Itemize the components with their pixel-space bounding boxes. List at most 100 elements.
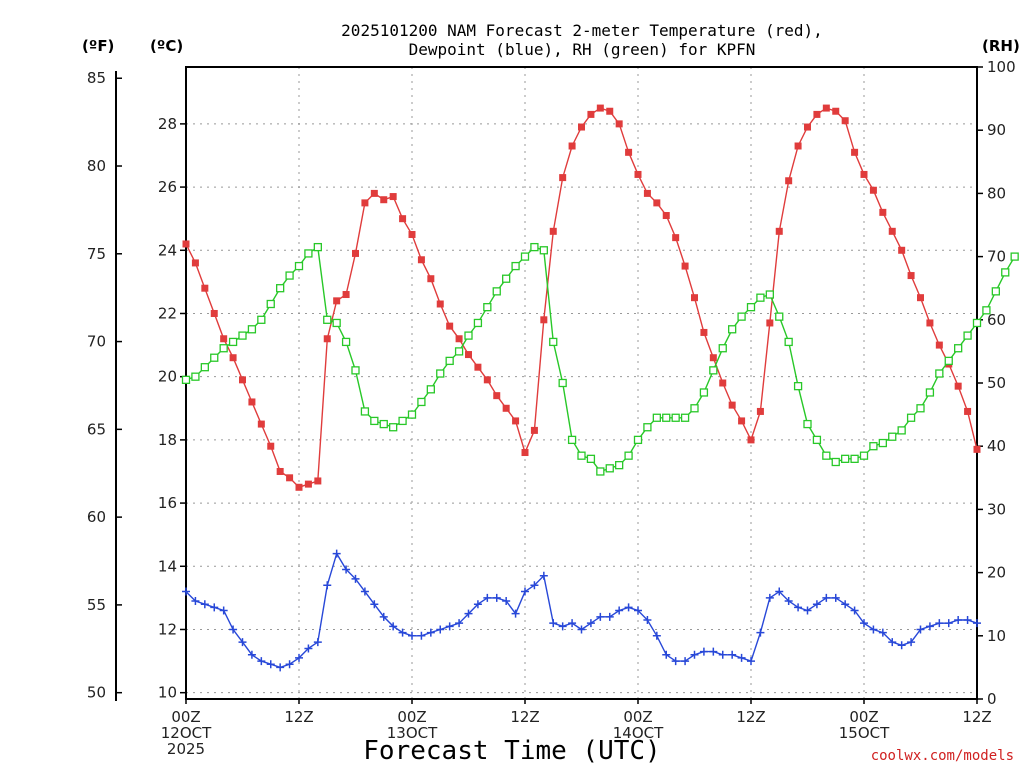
x-tick-label: 14OCT [613,724,664,742]
dewpoint-point [765,593,774,602]
rh-point [935,369,944,378]
temperature-point [860,170,868,178]
rh-point [567,435,577,445]
dewpoint-point [699,647,708,656]
celsius-tick-label: 26 [158,178,177,196]
temperature-point [455,335,463,343]
rh-point [586,454,596,463]
temperature-point [361,199,369,207]
dewpoint-point [662,650,671,659]
rh-tick-label: 40 [987,437,1006,455]
temperature-point [578,123,585,131]
dewpoint-point [897,641,906,650]
rh-point [351,366,360,375]
rh-tick-label: 70 [987,248,1006,266]
dewpoint-point [182,587,190,596]
rh-point [539,246,548,255]
rh-point [991,287,1000,296]
x-tick-label: 2025 [167,740,205,758]
x-tick-label: 12Z [736,708,765,726]
dewpoint-point [313,638,322,647]
dewpoint-point [266,660,275,669]
dewpoint-point [530,581,539,590]
rh-point [210,353,219,362]
dewpoint-point [973,619,981,628]
dewpoint-point [351,574,360,583]
chart-title-line-2: Dewpoint (blue), RH (green) for KPFN [409,40,756,59]
dewpoint-point [888,638,897,647]
rh-point [671,413,680,422]
temperature-point [634,170,642,178]
x-tick-label: 12Z [284,708,313,726]
celsius-tick-label: 16 [158,494,177,512]
rh-point [417,397,426,407]
rh-point [850,454,859,463]
dewpoint-point [878,628,887,637]
dewpoint-point [191,597,200,606]
temperature-point [201,284,209,292]
celsius-unit-label: (ºC) [150,37,183,55]
rh-point [784,337,793,347]
fahrenheit-tick-label: 55 [87,596,106,614]
rh-point [737,312,746,321]
temperature-point [841,117,849,125]
x-tick-label: 13OCT [387,724,438,742]
temperature-point [935,341,943,349]
dewpoint-point [219,606,228,615]
dewpoint-point [794,603,803,612]
temperature-point [615,120,623,128]
rh-point [662,413,671,422]
temperature-point [267,442,275,450]
dewpoint-point [492,593,501,602]
dewpoint-point [784,597,793,606]
dewpoint-point [944,619,953,628]
temperature-point [521,449,529,457]
dewpoint-point [473,600,482,609]
dewpoint-point [718,650,727,659]
rh-point [963,331,972,340]
rh-point [502,274,511,283]
rh-point [323,315,332,324]
temperature-point [879,208,887,216]
dewpoint-point [747,657,755,666]
dewpoint-point [323,581,332,590]
rh-point [916,404,925,413]
celsius-tick-label: 14 [158,557,177,575]
temperature-point [540,316,548,324]
rh-point [276,284,285,293]
rh-point [709,366,718,375]
series-temperature [182,104,981,491]
temperature-point [700,328,708,336]
dewpoint-point [417,631,426,640]
dewpoint-point [577,625,586,634]
dewpoint-point [756,628,765,637]
rh-point [483,303,492,312]
temperature-point [756,407,764,415]
dewpoint-point [831,593,840,602]
rh-point [680,413,690,422]
rh-point [228,337,238,347]
dewpoint-point [426,628,435,637]
fahrenheit-unit-label: (ºF) [82,37,114,55]
temperature-point [568,142,576,150]
fahrenheit-tick-label: 65 [87,420,106,438]
temperature-point [304,480,312,488]
rh-tick-label: 30 [987,500,1006,518]
credit-text: coolwx.com/models [871,748,1014,764]
dewpoint-point [408,631,416,640]
rh-point [624,451,633,460]
temperature-point [182,240,190,248]
temperature-point [596,104,604,112]
dewpoint-point [257,657,266,666]
dewpoint-point [907,638,916,647]
temperature-point [408,230,416,238]
temperature-point [907,272,915,280]
rh-point [370,416,379,426]
rh-point [972,318,982,328]
x-tick-label: 12Z [510,708,539,726]
temperature-point [276,467,284,475]
dewpoint-point [332,549,341,558]
dewpoint-point [850,606,859,615]
x-tick-label: 15OCT [839,724,890,742]
